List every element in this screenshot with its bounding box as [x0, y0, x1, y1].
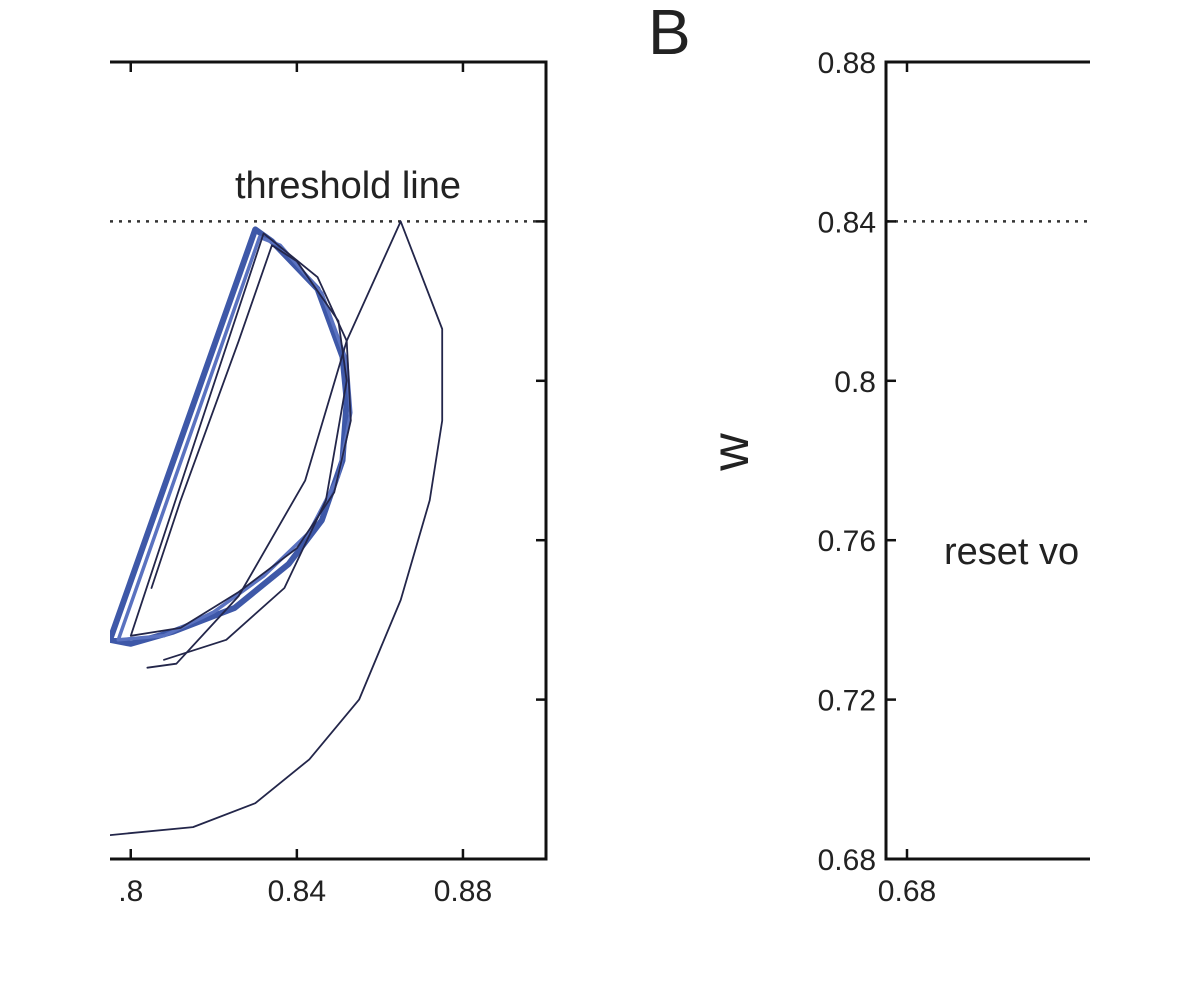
panel-b: B w 0.68 0.72 0.76 0.8 0.84 0.88 0.68 reset v…: [648, 0, 1090, 908]
panel-b-y-tick-label: 0.68: [818, 844, 876, 877]
trajectory-line-1: [110, 226, 350, 647]
panel-a-axes-frame: [110, 60, 548, 861]
panel-b-y-tick-labels: 0.68 0.72 0.76 0.8 0.84 0.88: [818, 47, 876, 877]
panel-b-letter: B: [648, 0, 691, 68]
panel-b-y-tick-label: 0.72: [818, 685, 876, 718]
panel-b-y-tick-label: 0.8: [834, 366, 876, 399]
reset-voltage-label: reset vo: [944, 531, 1079, 573]
panel-b-y-axis-title: w: [702, 433, 760, 472]
panel-a-x-tick-label: .8: [118, 875, 143, 908]
trajectory-line-5: [150, 244, 348, 661]
panel-b-y-tick-label: 0.84: [818, 206, 876, 239]
panel-b-x-tick-label: 0.68: [878, 875, 936, 908]
panel-b-y-tick-label: 0.88: [818, 47, 876, 80]
panel-b-ticks: [886, 60, 909, 861]
panel-b-x-tick-labels: 0.68: [878, 875, 936, 908]
trajectory-line-4: [110, 220, 444, 836]
threshold-line-label: threshold line: [235, 165, 461, 207]
trajectory-line-2: [116, 235, 353, 642]
panel-b-y-tick-label: 0.76: [818, 525, 876, 558]
panel-a: .8 0.84 0.88 threshold line: [110, 60, 548, 908]
panel-a-series-group: [110, 220, 444, 836]
panel-a-x-tick-label: 0.84: [268, 875, 326, 908]
panel-a-x-tick-label: 0.88: [434, 875, 492, 908]
panel-a-x-tick-labels: .8 0.84 0.88: [118, 875, 492, 908]
panel-b-axes-frame: [884, 60, 1090, 861]
trajectory-line-3: [129, 232, 352, 637]
panel-a-ticks: [129, 60, 546, 859]
